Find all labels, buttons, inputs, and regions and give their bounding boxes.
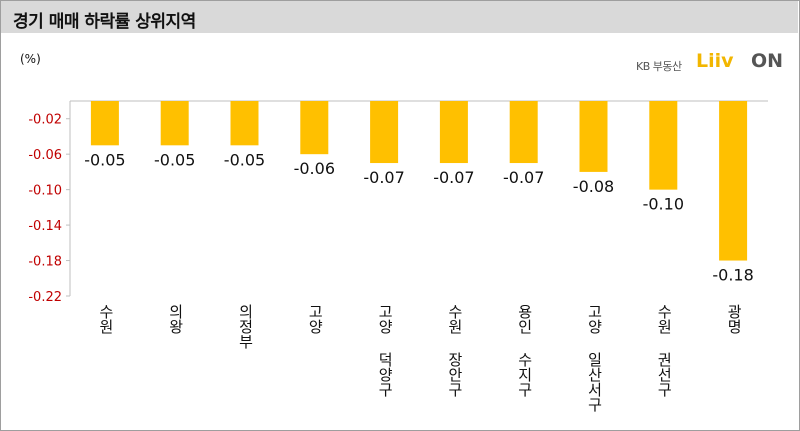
chart-title: 경기 매매 하락률 상위지역 <box>13 12 196 32</box>
category-label: 용인 수지구 <box>515 304 534 397</box>
bar <box>300 101 329 155</box>
logo-on-text: ON <box>751 50 784 72</box>
bar <box>90 101 119 146</box>
bar <box>649 101 678 190</box>
bar <box>230 101 259 146</box>
data-label: -0.07 <box>503 168 544 187</box>
category-label: 고양 일산서구 <box>585 304 604 412</box>
logo-kb-text: KB 부동산 <box>636 60 682 73</box>
bar <box>719 101 748 261</box>
unit-label: (%) <box>20 52 41 66</box>
y-tick-label: -0.22 <box>28 290 62 305</box>
data-label: -0.18 <box>712 266 753 285</box>
bar <box>160 101 189 146</box>
kb-liiv-on-logo: KB 부동산 Liiv ON <box>636 48 786 74</box>
category-label: 수원 <box>96 304 115 334</box>
title-bar: 경기 매매 하락률 상위지역 <box>1 1 798 33</box>
data-label: -0.07 <box>363 168 404 187</box>
data-label: -0.08 <box>573 177 614 196</box>
data-label: -0.06 <box>294 159 335 178</box>
y-tick-label: -0.02 <box>28 113 62 128</box>
data-label: -0.10 <box>643 195 684 214</box>
y-tick-label: -0.10 <box>28 184 62 199</box>
bar <box>439 101 468 164</box>
category-label: 고양 <box>306 304 325 334</box>
y-tick-label: -0.14 <box>28 219 62 234</box>
category-label: 고양 덕양구 <box>376 304 395 397</box>
logo-liiv-text: Liiv <box>696 50 734 72</box>
category-label: 광명 <box>725 304 744 334</box>
category-label: 수원 권선구 <box>655 304 674 397</box>
data-label: -0.05 <box>224 150 265 169</box>
data-label: -0.05 <box>84 150 125 169</box>
y-tick-label: -0.06 <box>28 148 62 163</box>
data-label: -0.05 <box>154 150 195 169</box>
category-label: 수원 장안구 <box>445 304 464 397</box>
bar <box>509 101 538 164</box>
bar <box>370 101 399 164</box>
category-label: 의왕 <box>166 304 185 334</box>
category-label: 의정부 <box>236 304 255 349</box>
bar <box>579 101 608 172</box>
y-tick-label: -0.18 <box>28 255 62 270</box>
data-label: -0.07 <box>433 168 474 187</box>
